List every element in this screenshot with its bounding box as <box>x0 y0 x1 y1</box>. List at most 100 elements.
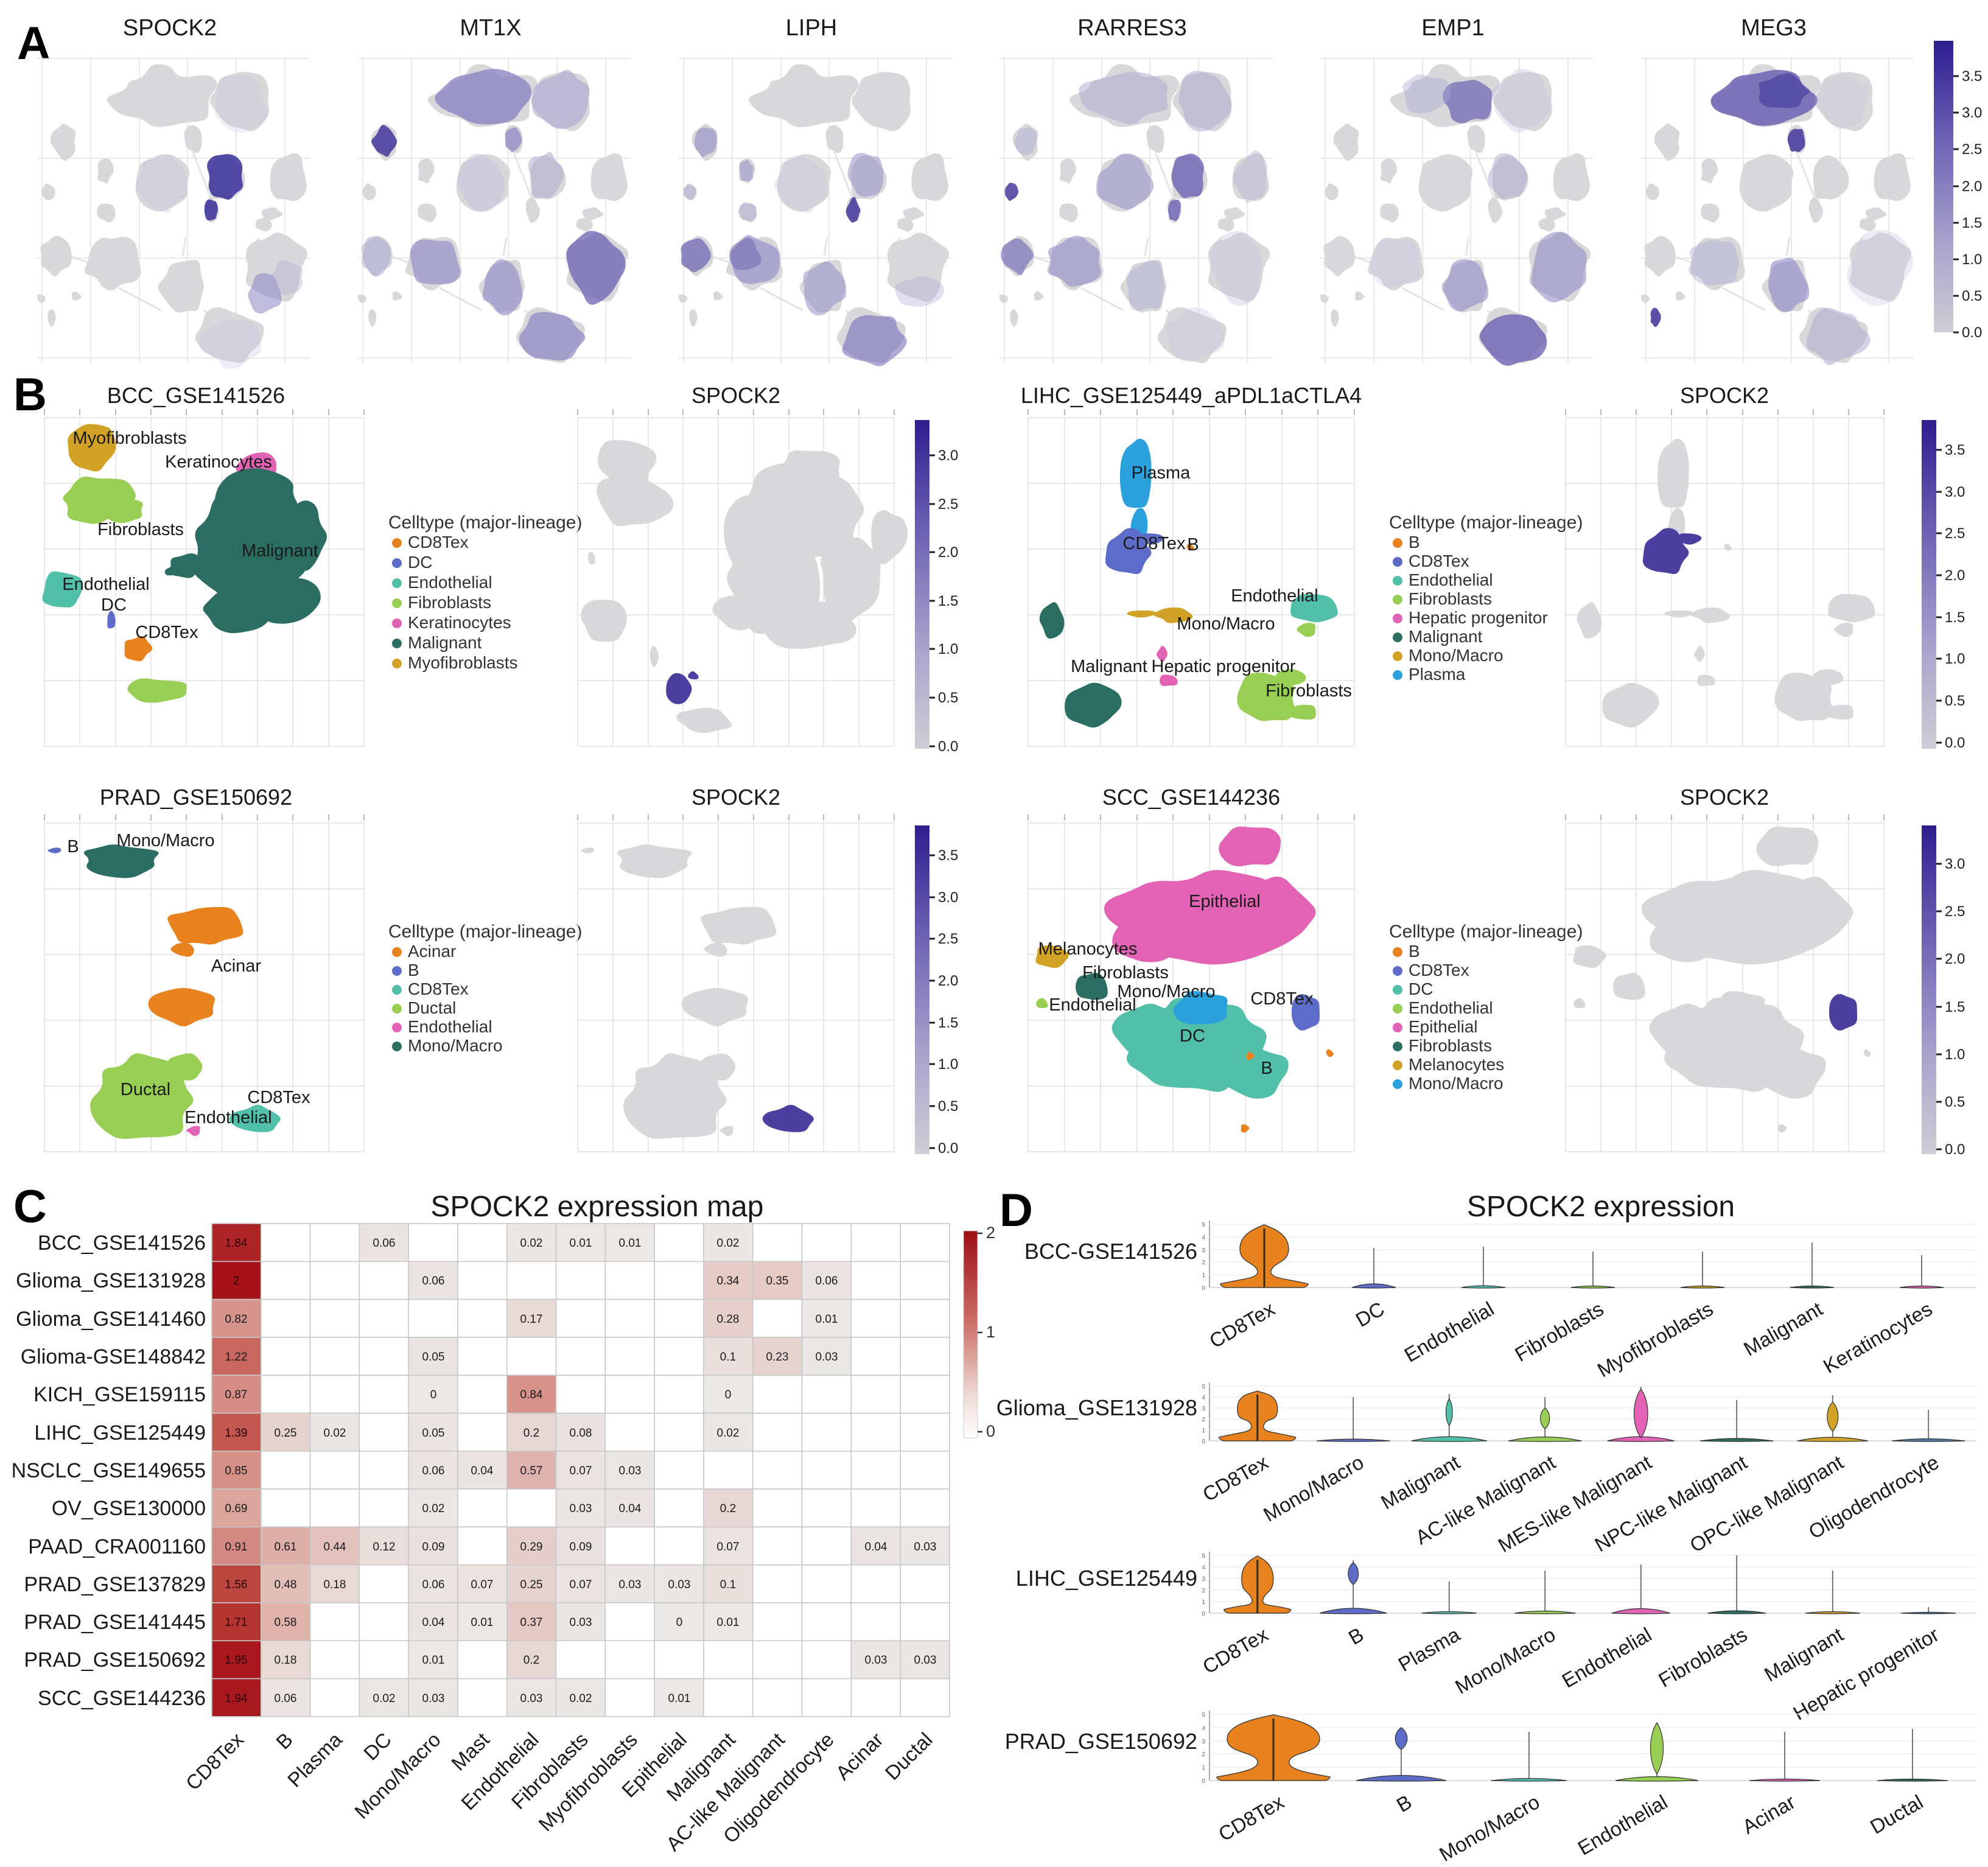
svg-text:Endothelial: Endothelial <box>62 575 150 594</box>
svg-text:4: 4 <box>1202 1235 1205 1241</box>
svg-text:B: B <box>1261 1059 1272 1078</box>
svg-text:0.06: 0.06 <box>422 1578 445 1591</box>
svg-text:D: D <box>999 1185 1033 1236</box>
svg-text:MT1X: MT1X <box>460 15 521 41</box>
svg-text:OV_GSE130000: OV_GSE130000 <box>52 1497 206 1520</box>
svg-text:1: 1 <box>1202 1599 1205 1606</box>
svg-text:Mono/Macro: Mono/Macro <box>1117 982 1215 1001</box>
svg-text:Glioma_GSE131928: Glioma_GSE131928 <box>996 1395 1197 1420</box>
svg-text:0.28: 0.28 <box>717 1313 740 1326</box>
svg-text:SPOCK2: SPOCK2 <box>1680 383 1769 408</box>
svg-text:0.02: 0.02 <box>520 1237 543 1250</box>
svg-text:0.03: 0.03 <box>570 1616 592 1629</box>
svg-text:2: 2 <box>233 1275 240 1287</box>
svg-text:Mono/Macro: Mono/Macro <box>1409 646 1503 665</box>
svg-text:0.06: 0.06 <box>422 1465 445 1477</box>
svg-text:CD8Tex: CD8Tex <box>1250 989 1314 1009</box>
svg-text:3.0: 3.0 <box>1962 105 1982 121</box>
svg-text:Glioma_GSE131928: Glioma_GSE131928 <box>16 1269 206 1292</box>
svg-text:0.03: 0.03 <box>914 1541 937 1553</box>
svg-text:CD8Tex: CD8Tex <box>1409 961 1469 979</box>
svg-text:Mono/Macro: Mono/Macro <box>1177 614 1275 634</box>
svg-text:Melanocytes: Melanocytes <box>1038 939 1138 959</box>
svg-text:NSCLC_GSE149655: NSCLC_GSE149655 <box>12 1459 206 1482</box>
svg-text:0.2: 0.2 <box>523 1654 539 1667</box>
svg-text:0: 0 <box>1202 1285 1205 1292</box>
svg-text:2.0: 2.0 <box>1945 567 1965 584</box>
svg-text:3.5: 3.5 <box>1962 68 1982 85</box>
svg-text:0.5: 0.5 <box>1945 693 1965 709</box>
svg-text:0.04: 0.04 <box>865 1541 887 1553</box>
svg-text:2: 2 <box>986 1224 995 1242</box>
svg-text:2: 2 <box>1202 1259 1205 1266</box>
svg-text:0.06: 0.06 <box>275 1692 297 1705</box>
svg-text:0.91: 0.91 <box>225 1541 248 1553</box>
svg-text:Endothelial: Endothelial <box>408 573 492 592</box>
svg-text:Keratinocytes: Keratinocytes <box>408 613 511 632</box>
svg-text:1.71: 1.71 <box>225 1616 248 1629</box>
svg-text:Malignant: Malignant <box>1409 627 1483 646</box>
svg-text:0.04: 0.04 <box>619 1502 642 1515</box>
svg-text:2: 2 <box>1202 1588 1205 1594</box>
svg-text:1.39: 1.39 <box>225 1427 248 1440</box>
svg-text:Celltype (major-lineage): Celltype (major-lineage) <box>388 513 582 533</box>
svg-text:Hepatic progenitor: Hepatic progenitor <box>1152 657 1296 676</box>
svg-text:1.5: 1.5 <box>1962 215 1982 231</box>
svg-text:Malignant: Malignant <box>408 633 482 652</box>
svg-text:1.0: 1.0 <box>938 641 958 657</box>
svg-text:2.0: 2.0 <box>1962 178 1982 195</box>
svg-text:0.07: 0.07 <box>570 1465 592 1477</box>
svg-text:4: 4 <box>1202 1395 1205 1401</box>
svg-text:2.0: 2.0 <box>1945 951 1965 967</box>
svg-text:0.0: 0.0 <box>1962 324 1982 341</box>
svg-text:Endothelial: Endothelial <box>184 1108 272 1127</box>
svg-text:Mono/Macro: Mono/Macro <box>408 1036 503 1055</box>
svg-text:Malignant: Malignant <box>242 541 318 561</box>
svg-text:BCC-GSE141526: BCC-GSE141526 <box>1024 1239 1197 1264</box>
svg-text:Plasma: Plasma <box>1132 463 1191 483</box>
svg-text:Hepatic progenitor: Hepatic progenitor <box>1409 608 1548 627</box>
svg-text:0.87: 0.87 <box>225 1389 248 1401</box>
svg-text:MEG3: MEG3 <box>1741 15 1807 41</box>
svg-text:1.95: 1.95 <box>225 1654 248 1667</box>
svg-text:CD8Tex: CD8Tex <box>1409 552 1469 570</box>
svg-text:0.5: 0.5 <box>1962 288 1982 304</box>
svg-text:0.5: 0.5 <box>1945 1094 1965 1110</box>
svg-text:0.03: 0.03 <box>422 1692 445 1705</box>
svg-text:3.0: 3.0 <box>938 447 958 464</box>
svg-text:3: 3 <box>1202 1739 1205 1745</box>
svg-text:0.29: 0.29 <box>520 1541 543 1553</box>
svg-text:2: 2 <box>1202 1751 1205 1758</box>
svg-text:PRAD_GSE150692: PRAD_GSE150692 <box>1005 1729 1197 1754</box>
svg-text:B: B <box>1409 533 1420 552</box>
svg-text:SPOCK2: SPOCK2 <box>123 15 217 41</box>
svg-text:LIPH: LIPH <box>786 15 837 41</box>
svg-text:0.25: 0.25 <box>520 1578 543 1591</box>
svg-text:0.01: 0.01 <box>570 1237 592 1250</box>
svg-text:0: 0 <box>1202 1778 1205 1785</box>
svg-text:Celltype (major-lineage): Celltype (major-lineage) <box>1389 922 1583 942</box>
svg-text:CD8Tex: CD8Tex <box>135 623 198 642</box>
svg-text:0: 0 <box>430 1389 437 1401</box>
svg-text:0: 0 <box>725 1389 732 1401</box>
svg-text:0.03: 0.03 <box>865 1654 887 1667</box>
svg-text:LIHC_GSE125449: LIHC_GSE125449 <box>34 1421 206 1445</box>
svg-text:Mono/Macro: Mono/Macro <box>116 831 214 850</box>
svg-text:1.0: 1.0 <box>1945 651 1965 667</box>
svg-text:3: 3 <box>1202 1576 1205 1583</box>
svg-text:SCC_GSE144236: SCC_GSE144236 <box>1102 785 1280 810</box>
svg-text:C: C <box>13 1181 47 1233</box>
svg-text:Fibroblasts: Fibroblasts <box>1409 1036 1492 1055</box>
svg-text:SPOCK2 expression map: SPOCK2 expression map <box>431 1191 764 1223</box>
svg-text:0.61: 0.61 <box>275 1541 297 1553</box>
svg-text:1.5: 1.5 <box>938 593 958 609</box>
svg-text:1.0: 1.0 <box>938 1056 958 1073</box>
svg-text:EMP1: EMP1 <box>1421 15 1484 41</box>
svg-text:5: 5 <box>1202 1712 1205 1718</box>
svg-text:SPOCK2: SPOCK2 <box>691 383 780 408</box>
svg-text:0.35: 0.35 <box>766 1275 789 1287</box>
svg-text:0.04: 0.04 <box>422 1616 445 1629</box>
svg-text:0.82: 0.82 <box>225 1313 248 1326</box>
svg-text:Endothelial: Endothelial <box>1231 586 1318 606</box>
svg-text:0.44: 0.44 <box>324 1541 346 1553</box>
